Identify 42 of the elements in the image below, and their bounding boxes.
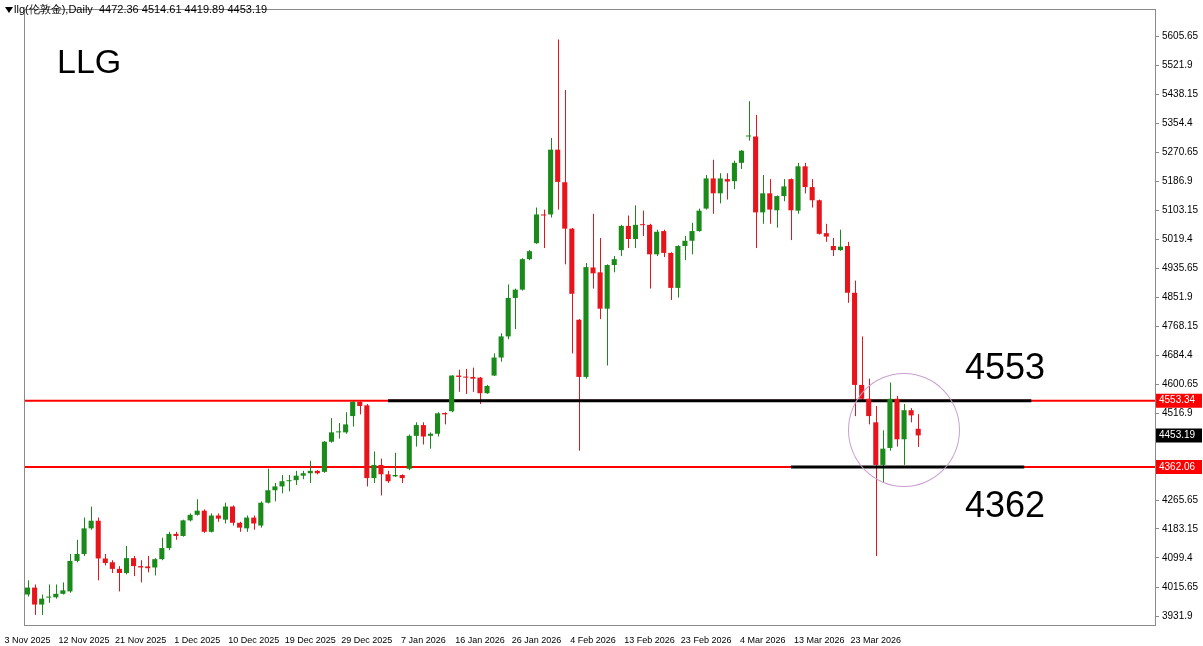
ref-line-label: 4553.34	[1159, 394, 1196, 406]
x-tick-label: 19 Dec 2025	[284, 634, 336, 645]
x-tick-label: 10 Dec 2025	[228, 634, 280, 645]
y-tick-label: 4265.65	[1162, 494, 1199, 506]
y-tick-label: 4684.4	[1162, 349, 1194, 361]
y-tick-label: 5521.9	[1162, 58, 1194, 70]
y-tick-label: 3931.9	[1162, 609, 1194, 621]
y-tick-label: 4516.9	[1162, 407, 1194, 419]
x-tick-label: 16 Jan 2026	[455, 634, 505, 645]
y-tick-label: 4453.19	[1159, 429, 1196, 441]
x-tick-label: 23 Mar 2026	[850, 634, 902, 645]
y-tick-label: 5270.65	[1162, 145, 1199, 157]
annotation: 4553	[965, 345, 1046, 387]
y-tick-label: 4099.4	[1162, 551, 1194, 563]
x-tick-label: 13 Feb 2026	[624, 634, 675, 645]
y-tick-label: 4935.65	[1162, 262, 1199, 274]
x-tick-label: 13 Mar 2026	[793, 634, 845, 645]
x-tick-label: 21 Nov 2025	[115, 634, 167, 645]
x-tick-label: 4 Mar 2026	[739, 634, 786, 645]
x-tick-label: 23 Feb 2026	[680, 634, 732, 645]
x-tick-label: 4 Feb 2026	[570, 634, 616, 645]
x-tick-label: 1 Dec 2025	[174, 634, 221, 645]
y-tick-label: 4015.65	[1162, 580, 1199, 592]
chart-subtitle: llg(伦敦金),Daily 4472.36 4514.61 4419.89 4453.19	[14, 3, 268, 15]
x-tick-label: 26 Jan 2026	[511, 634, 562, 645]
y-tick-label: 4600.65	[1162, 378, 1199, 390]
y-tick-label: 5186.9	[1162, 174, 1194, 186]
y-tick-label: 5438.15	[1162, 87, 1199, 99]
ref-line-label: 4362.06	[1159, 460, 1196, 472]
y-tick-label: 5103.15	[1162, 203, 1199, 215]
y-tick-label: 5605.65	[1162, 29, 1199, 41]
y-tick-label: 4183.15	[1162, 522, 1199, 534]
y-tick-label: 5354.4	[1162, 116, 1194, 128]
x-tick-label: 12 Nov 2025	[58, 634, 110, 645]
y-tick-label: 4768.15	[1162, 320, 1199, 332]
y-tick-label: 4851.9	[1162, 291, 1194, 303]
x-tick-label: 7 Jan 2026	[401, 634, 446, 645]
x-tick-label: 3 Nov 2025	[4, 634, 51, 645]
text: LLG	[57, 42, 122, 80]
annotation: 4362	[965, 484, 1046, 526]
x-tick-label: 29 Dec 2025	[341, 634, 393, 645]
y-tick-label: 5019.4	[1162, 233, 1194, 245]
